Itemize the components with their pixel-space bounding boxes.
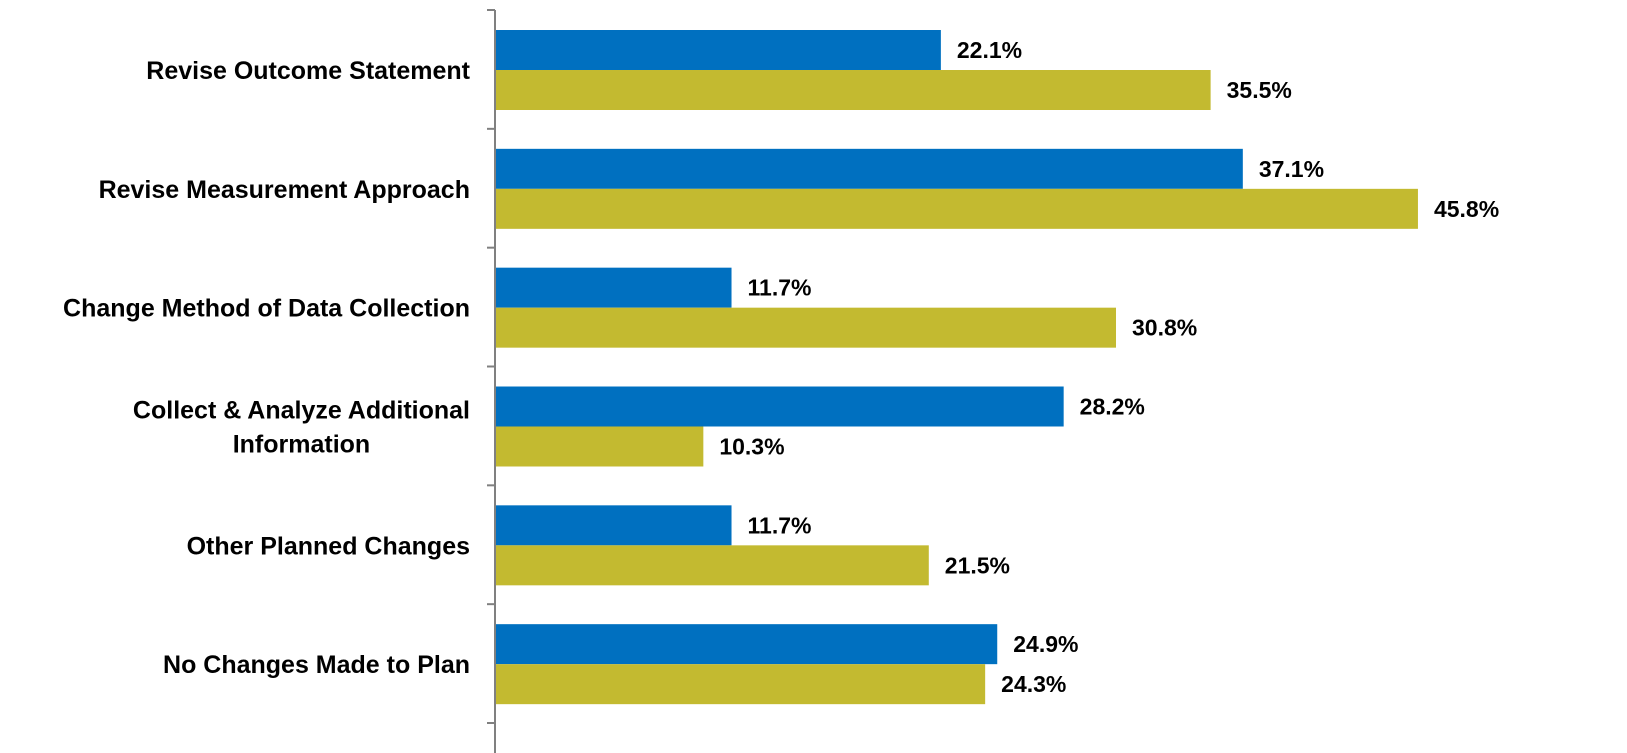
value-label-series-2-cat-3: 30.8% (1132, 315, 1197, 341)
bar-series-1-cat-1 (496, 30, 941, 70)
bar-series-2-cat-3 (496, 307, 1117, 348)
bar-series-2-cat-6 (496, 664, 986, 705)
value-label-series-1-cat-4: 28.2% (1080, 394, 1145, 420)
value-label-series-1-cat-3: 11.7% (748, 275, 812, 301)
bar-series-1-cat-4 (496, 386, 1064, 427)
bar-series-2-cat-4 (496, 426, 704, 467)
category-label-line: Change Method of Data Collection (63, 295, 470, 323)
bar-series-1-cat-3 (496, 267, 732, 308)
category-label-line: Revise Measurement Approach (99, 176, 470, 204)
category-label-line: Information (233, 431, 371, 459)
category-label-4: Collect & Analyze Additional Information (133, 397, 470, 459)
value-label-series-2-cat-1: 35.5% (1227, 77, 1292, 103)
bars-layer (496, 30, 1418, 705)
category-label-3: Change Method of Data Collection (63, 295, 470, 323)
bar-series-1-cat-6 (496, 624, 998, 665)
value-label-series-1-cat-2: 37.1% (1259, 156, 1324, 182)
category-label-line: No Changes Made to Plan (163, 651, 470, 679)
bar-series-1-cat-2 (496, 148, 1243, 189)
category-label-line: Collect & Analyze Additional (133, 397, 470, 425)
bar-series-2-cat-5 (496, 545, 929, 586)
category-labels-layer: Revise Outcome Statement Revise Measureme… (63, 57, 471, 679)
axis-layer (487, 9, 496, 753)
value-labels-layer: 22.1% 35.5% 37.1% 45.8% 11.7% 30.8% 28.2% 10.3%… (719, 37, 1499, 697)
value-label-series-2-cat-5: 21.5% (945, 552, 1010, 578)
category-label-1: Revise Outcome Statement (146, 57, 470, 85)
value-label-series-2-cat-4: 10.3% (719, 434, 784, 460)
value-label-series-1-cat-6: 24.9% (1013, 631, 1078, 657)
bar-series-2-cat-1 (496, 70, 1211, 110)
category-label-line: Other Planned Changes (187, 532, 470, 560)
value-label-series-1-cat-5: 11.7% (748, 512, 812, 538)
bar-series-1-cat-5 (496, 505, 732, 546)
category-label-2: Revise Measurement Approach (99, 176, 470, 204)
value-label-series-2-cat-2: 45.8% (1434, 196, 1499, 222)
category-label-5: Other Planned Changes (187, 532, 470, 560)
value-label-series-1-cat-1: 22.1% (957, 37, 1022, 63)
category-label-6: No Changes Made to Plan (163, 651, 470, 679)
category-label-line: Revise Outcome Statement (146, 57, 470, 85)
value-label-series-2-cat-6: 24.3% (1001, 671, 1066, 697)
bar-series-2-cat-2 (496, 188, 1418, 229)
